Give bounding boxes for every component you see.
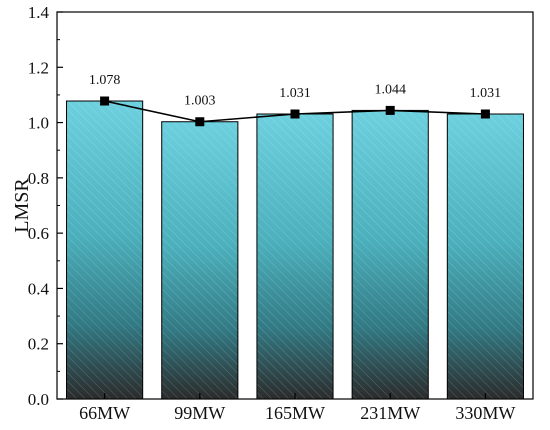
y-tick-label: 1.4 — [28, 3, 50, 22]
y-tick-label: 0.8 — [28, 169, 49, 188]
y-tick-label: 1.2 — [28, 58, 49, 77]
bar-outline-165MW — [256, 113, 334, 400]
y-axis-title: LMSR — [11, 178, 33, 233]
y-tick-label: 1.0 — [28, 114, 49, 133]
y-tick-label: 0.4 — [28, 279, 50, 298]
bar-outline-330MW — [446, 113, 524, 400]
x-tick-label: 165MW — [265, 403, 325, 423]
series-marker-165MW — [290, 109, 300, 119]
x-tick-label: 99MW — [174, 403, 225, 423]
data-label-231MW: 1.044 — [374, 82, 406, 97]
bar-outline-99MW — [161, 121, 239, 400]
bar-outline-66MW — [66, 100, 144, 400]
y-tick-label: 0.2 — [28, 335, 49, 354]
series-marker-99MW — [195, 117, 205, 127]
data-label-66MW: 1.078 — [89, 73, 121, 88]
x-tick-label: 66MW — [79, 403, 130, 423]
y-tick-label: 0.0 — [28, 390, 49, 409]
bar-outline-231MW — [351, 109, 429, 400]
data-label-99MW: 1.003 — [184, 94, 216, 109]
series-marker-231MW — [385, 105, 395, 115]
x-tick-label: 330MW — [455, 403, 515, 423]
y-tick-label: 0.6 — [28, 224, 49, 243]
data-label-330MW: 1.031 — [470, 86, 502, 101]
x-tick-label: 231MW — [360, 403, 420, 423]
series-marker-66MW — [100, 96, 110, 106]
series-marker-330MW — [480, 109, 490, 119]
data-label-165MW: 1.031 — [279, 86, 311, 101]
